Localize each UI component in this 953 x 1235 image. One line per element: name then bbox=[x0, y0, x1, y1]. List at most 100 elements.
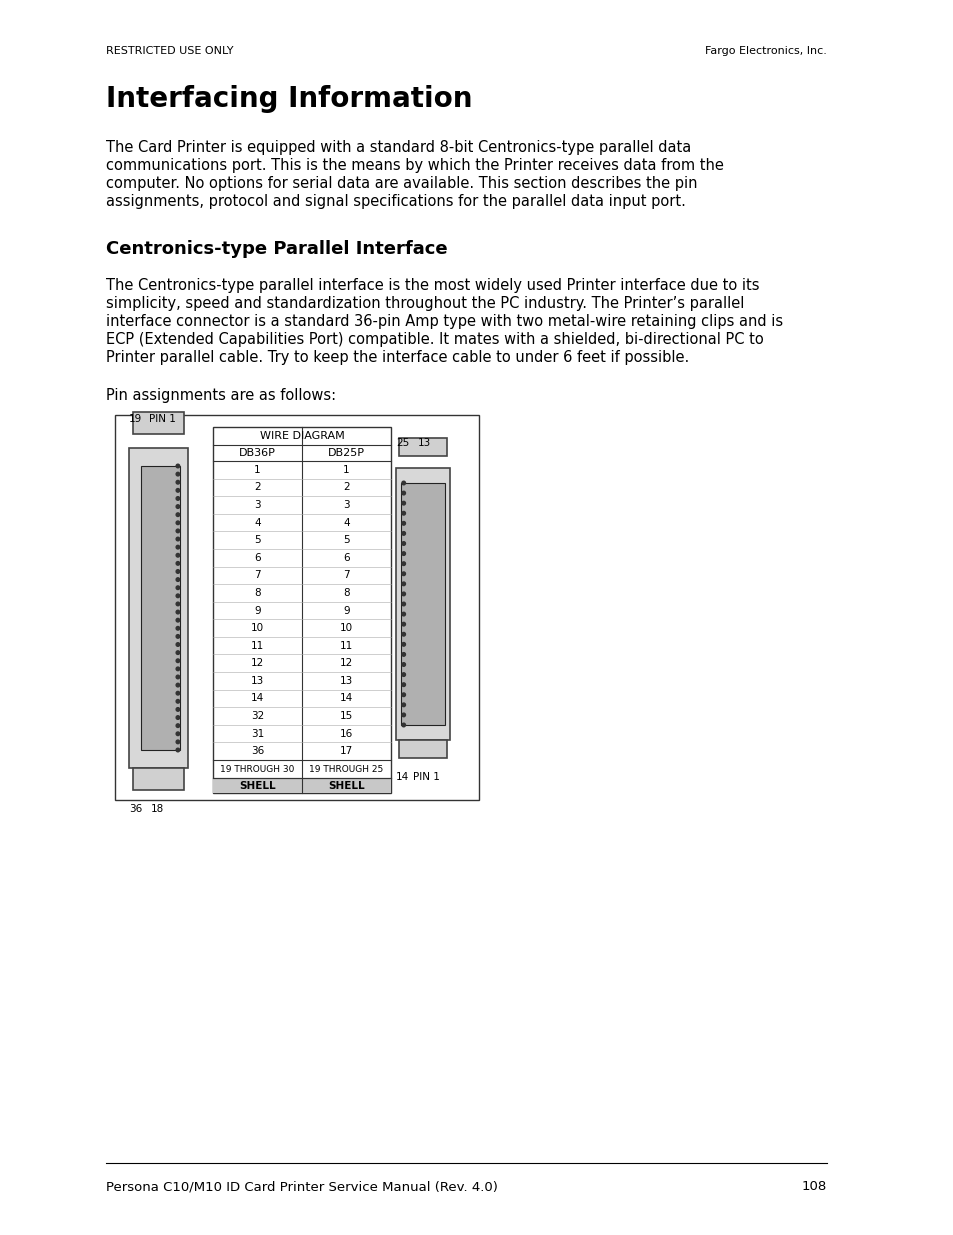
Text: 2: 2 bbox=[343, 483, 350, 493]
Circle shape bbox=[401, 521, 405, 525]
Text: Pin assignments are as follows:: Pin assignments are as follows: bbox=[106, 388, 335, 403]
Text: 6: 6 bbox=[254, 553, 260, 563]
Text: 4: 4 bbox=[254, 517, 260, 527]
Circle shape bbox=[176, 578, 179, 582]
Bar bbox=[132, 768, 184, 790]
Circle shape bbox=[176, 496, 179, 500]
Circle shape bbox=[176, 626, 179, 630]
Text: 8: 8 bbox=[343, 588, 350, 598]
Circle shape bbox=[176, 619, 179, 622]
Circle shape bbox=[401, 693, 405, 697]
Circle shape bbox=[176, 692, 179, 695]
Text: 16: 16 bbox=[339, 729, 353, 739]
Text: Fargo Electronics, Inc.: Fargo Electronics, Inc. bbox=[704, 46, 826, 56]
Circle shape bbox=[401, 673, 405, 677]
Circle shape bbox=[401, 542, 405, 546]
Circle shape bbox=[176, 513, 179, 516]
Text: Centronics-type Parallel Interface: Centronics-type Parallel Interface bbox=[106, 240, 447, 258]
Text: 3: 3 bbox=[343, 500, 350, 510]
Circle shape bbox=[176, 603, 179, 605]
Text: 11: 11 bbox=[339, 641, 353, 651]
Text: The Card Printer is equipped with a standard 8-bit Centronics-type parallel data: The Card Printer is equipped with a stan… bbox=[106, 140, 690, 156]
Bar bbox=[400, 483, 444, 725]
Circle shape bbox=[401, 632, 405, 636]
Circle shape bbox=[176, 683, 179, 687]
Text: 11: 11 bbox=[251, 641, 264, 651]
Circle shape bbox=[176, 529, 179, 532]
Circle shape bbox=[176, 708, 179, 711]
Circle shape bbox=[176, 537, 179, 541]
Circle shape bbox=[401, 683, 405, 687]
Text: WIRE DIAGRAM: WIRE DIAGRAM bbox=[259, 431, 344, 441]
Circle shape bbox=[176, 569, 179, 573]
Text: 36: 36 bbox=[129, 804, 142, 814]
Circle shape bbox=[176, 505, 179, 509]
Text: 6: 6 bbox=[343, 553, 350, 563]
Text: 32: 32 bbox=[251, 711, 264, 721]
Text: 10: 10 bbox=[339, 624, 353, 634]
Text: communications port. This is the means by which the Printer receives data from t: communications port. This is the means b… bbox=[106, 158, 722, 173]
Text: 7: 7 bbox=[343, 571, 350, 580]
Text: 4: 4 bbox=[343, 517, 350, 527]
Circle shape bbox=[401, 531, 405, 535]
Text: 36: 36 bbox=[251, 746, 264, 756]
Circle shape bbox=[176, 740, 179, 743]
Text: 1: 1 bbox=[254, 464, 260, 474]
Circle shape bbox=[176, 635, 179, 638]
Bar bbox=[213, 778, 391, 793]
Circle shape bbox=[176, 594, 179, 598]
Text: RESTRICTED USE ONLY: RESTRICTED USE ONLY bbox=[106, 46, 233, 56]
Text: PIN 1: PIN 1 bbox=[413, 772, 440, 782]
Text: 17: 17 bbox=[339, 746, 353, 756]
Text: The Centronics-type parallel interface is the most widely used Printer interface: The Centronics-type parallel interface i… bbox=[106, 278, 759, 293]
Text: 14: 14 bbox=[251, 693, 264, 704]
Circle shape bbox=[401, 703, 405, 706]
Circle shape bbox=[176, 480, 179, 484]
Circle shape bbox=[176, 651, 179, 655]
Bar bbox=[395, 468, 449, 740]
Circle shape bbox=[176, 464, 179, 468]
Text: 9: 9 bbox=[254, 605, 260, 615]
Text: 19 THROUGH 30: 19 THROUGH 30 bbox=[220, 764, 294, 773]
Text: 5: 5 bbox=[254, 535, 260, 545]
Circle shape bbox=[401, 582, 405, 585]
Text: computer. No options for serial data are available. This section describes the p: computer. No options for serial data are… bbox=[106, 177, 697, 191]
Text: 9: 9 bbox=[343, 605, 350, 615]
Text: ECP (Extended Capabilities Port) compatible. It mates with a shielded, bi-direct: ECP (Extended Capabilities Port) compati… bbox=[106, 332, 762, 347]
Bar bbox=[129, 448, 188, 768]
Circle shape bbox=[176, 472, 179, 475]
Text: 8: 8 bbox=[254, 588, 260, 598]
Circle shape bbox=[401, 724, 405, 727]
Bar bbox=[115, 415, 478, 800]
Circle shape bbox=[401, 613, 405, 616]
Text: 7: 7 bbox=[254, 571, 260, 580]
Text: SHELL: SHELL bbox=[239, 781, 275, 790]
Text: 13: 13 bbox=[251, 676, 264, 685]
Bar bbox=[132, 412, 184, 433]
Circle shape bbox=[176, 699, 179, 703]
Text: DB36P: DB36P bbox=[239, 448, 275, 458]
Text: SHELL: SHELL bbox=[328, 781, 364, 790]
Bar bbox=[213, 427, 391, 793]
Circle shape bbox=[176, 610, 179, 614]
Circle shape bbox=[401, 562, 405, 566]
Circle shape bbox=[176, 585, 179, 589]
Bar bbox=[398, 438, 446, 456]
Circle shape bbox=[401, 603, 405, 606]
Text: 25: 25 bbox=[395, 438, 409, 448]
Circle shape bbox=[176, 676, 179, 679]
Circle shape bbox=[401, 492, 405, 495]
Circle shape bbox=[401, 713, 405, 716]
Circle shape bbox=[401, 552, 405, 556]
Text: Persona C10/M10 ID Card Printer Service Manual (Rev. 4.0): Persona C10/M10 ID Card Printer Service … bbox=[106, 1179, 497, 1193]
Text: 1: 1 bbox=[343, 464, 350, 474]
Circle shape bbox=[401, 501, 405, 505]
Circle shape bbox=[401, 572, 405, 576]
Circle shape bbox=[176, 667, 179, 671]
Text: simplicity, speed and standardization throughout the PC industry. The Printer’s : simplicity, speed and standardization th… bbox=[106, 296, 743, 311]
Circle shape bbox=[176, 659, 179, 662]
Circle shape bbox=[176, 489, 179, 492]
Circle shape bbox=[176, 642, 179, 646]
Text: 10: 10 bbox=[251, 624, 264, 634]
Bar bbox=[398, 740, 446, 758]
